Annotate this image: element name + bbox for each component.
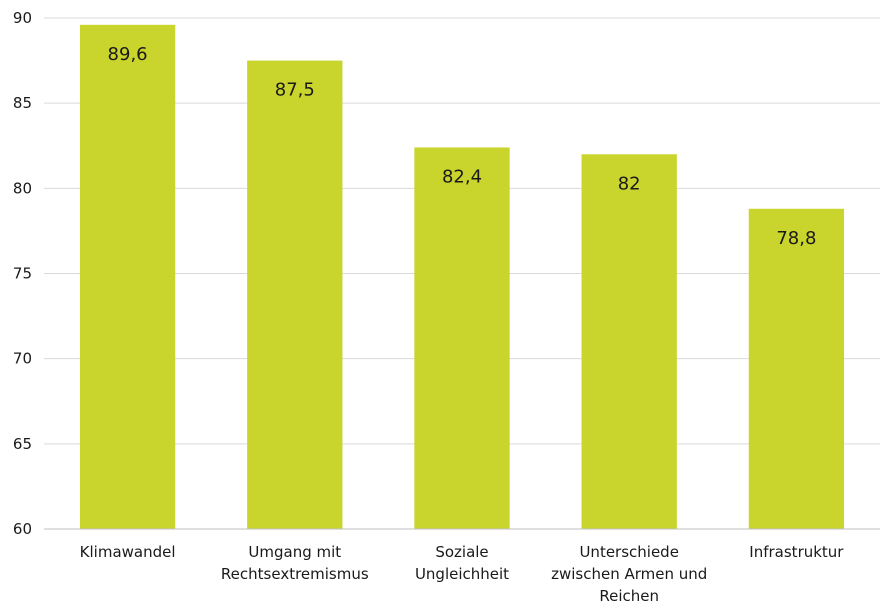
data-labels: 89,6 87,5 82,4 82 78,8	[108, 44, 817, 249]
x-category-label: Klimawandel	[80, 543, 176, 561]
x-category-label-line: Infrastruktur	[749, 543, 844, 561]
data-label: 87,5	[275, 80, 315, 101]
bars	[79, 24, 845, 530]
y-axis-tick-labels: 60 65 70 75 80 85 90	[13, 9, 32, 538]
bar	[247, 60, 343, 529]
data-label: 89,6	[108, 44, 148, 65]
x-category-label-line: zwischen Armen und	[551, 565, 707, 583]
x-category-label: Infrastruktur	[749, 543, 844, 561]
data-label: 78,8	[776, 228, 816, 249]
x-category-label-line: Klimawandel	[80, 543, 176, 561]
y-tick-label: 80	[13, 179, 32, 197]
y-tick-label: 65	[13, 435, 32, 453]
bar	[581, 154, 677, 529]
x-axis-category-labels: Klimawandel Umgang mit Rechtsextremismus So…	[80, 543, 845, 605]
x-category-label-line: Umgang mit	[248, 543, 341, 561]
x-category-label-line: Ungleichheit	[415, 565, 509, 583]
y-tick-label: 75	[13, 265, 32, 283]
bar	[79, 24, 176, 530]
y-tick-label: 90	[13, 9, 32, 27]
x-category-label: Unterschiede zwischen Armen und Reichen	[551, 543, 707, 605]
x-category-label: Soziale Ungleichheit	[415, 543, 509, 583]
x-category-label-line: Unterschiede	[579, 543, 678, 561]
data-label: 82	[618, 173, 641, 194]
y-tick-label: 85	[13, 94, 32, 112]
x-category-label: Umgang mit Rechtsextremismus	[221, 543, 369, 583]
bar	[748, 208, 845, 530]
x-category-label-line: Reichen	[599, 587, 659, 605]
bar	[414, 147, 510, 529]
x-category-label-line: Rechtsextremismus	[221, 565, 369, 583]
x-category-label-line: Soziale	[435, 543, 488, 561]
y-tick-label: 60	[13, 520, 32, 538]
data-label: 82,4	[442, 166, 482, 187]
y-tick-label: 70	[13, 350, 32, 368]
